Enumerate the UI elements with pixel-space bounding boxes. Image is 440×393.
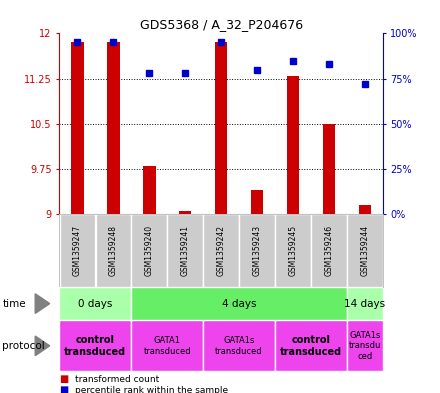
- Bar: [59, 214, 95, 287]
- Text: protocol: protocol: [2, 341, 45, 351]
- Text: GATA1
transduced: GATA1 transduced: [143, 336, 191, 356]
- Text: time: time: [2, 299, 26, 309]
- Text: transformed count: transformed count: [75, 375, 159, 384]
- Text: ■: ■: [59, 374, 69, 384]
- Text: GSM1359243: GSM1359243: [253, 225, 261, 276]
- Bar: [203, 214, 239, 287]
- Bar: [59, 287, 131, 320]
- Bar: [347, 214, 383, 287]
- Bar: [131, 287, 347, 320]
- Title: GDS5368 / A_32_P204676: GDS5368 / A_32_P204676: [139, 18, 303, 31]
- Bar: [95, 214, 131, 287]
- Text: ■: ■: [59, 385, 69, 393]
- Bar: [179, 211, 191, 214]
- Text: GSM1359242: GSM1359242: [216, 225, 226, 276]
- Text: GSM1359246: GSM1359246: [324, 225, 334, 276]
- Bar: [143, 166, 155, 214]
- Bar: [203, 320, 275, 371]
- Bar: [275, 320, 347, 371]
- Bar: [251, 190, 263, 214]
- Bar: [167, 214, 203, 287]
- Text: GSM1359247: GSM1359247: [73, 225, 82, 276]
- Text: GSM1359248: GSM1359248: [109, 225, 118, 276]
- Text: GATA1s
transduced: GATA1s transduced: [215, 336, 263, 356]
- Text: control
transduced: control transduced: [64, 335, 126, 356]
- Polygon shape: [35, 294, 50, 314]
- Text: 4 days: 4 days: [222, 299, 257, 309]
- Bar: [239, 214, 275, 287]
- Text: GSM1359241: GSM1359241: [181, 225, 190, 276]
- Bar: [215, 42, 227, 214]
- Bar: [323, 124, 335, 214]
- Bar: [275, 214, 311, 287]
- Text: percentile rank within the sample: percentile rank within the sample: [75, 386, 228, 393]
- Bar: [287, 75, 299, 214]
- Bar: [71, 42, 84, 214]
- Text: 14 days: 14 days: [344, 299, 385, 309]
- Text: GSM1359240: GSM1359240: [145, 225, 154, 276]
- Bar: [347, 320, 383, 371]
- Text: GSM1359245: GSM1359245: [289, 225, 297, 276]
- Bar: [311, 214, 347, 287]
- Polygon shape: [35, 336, 50, 356]
- Bar: [132, 214, 167, 287]
- Bar: [107, 42, 120, 214]
- Text: GSM1359244: GSM1359244: [360, 225, 369, 276]
- Text: GATA1s
transdu
ced: GATA1s transdu ced: [348, 331, 381, 361]
- Bar: [131, 320, 203, 371]
- Bar: [347, 287, 383, 320]
- Text: 0 days: 0 days: [78, 299, 113, 309]
- Bar: [59, 320, 131, 371]
- Bar: [359, 205, 371, 214]
- Text: control
transduced: control transduced: [280, 335, 342, 356]
